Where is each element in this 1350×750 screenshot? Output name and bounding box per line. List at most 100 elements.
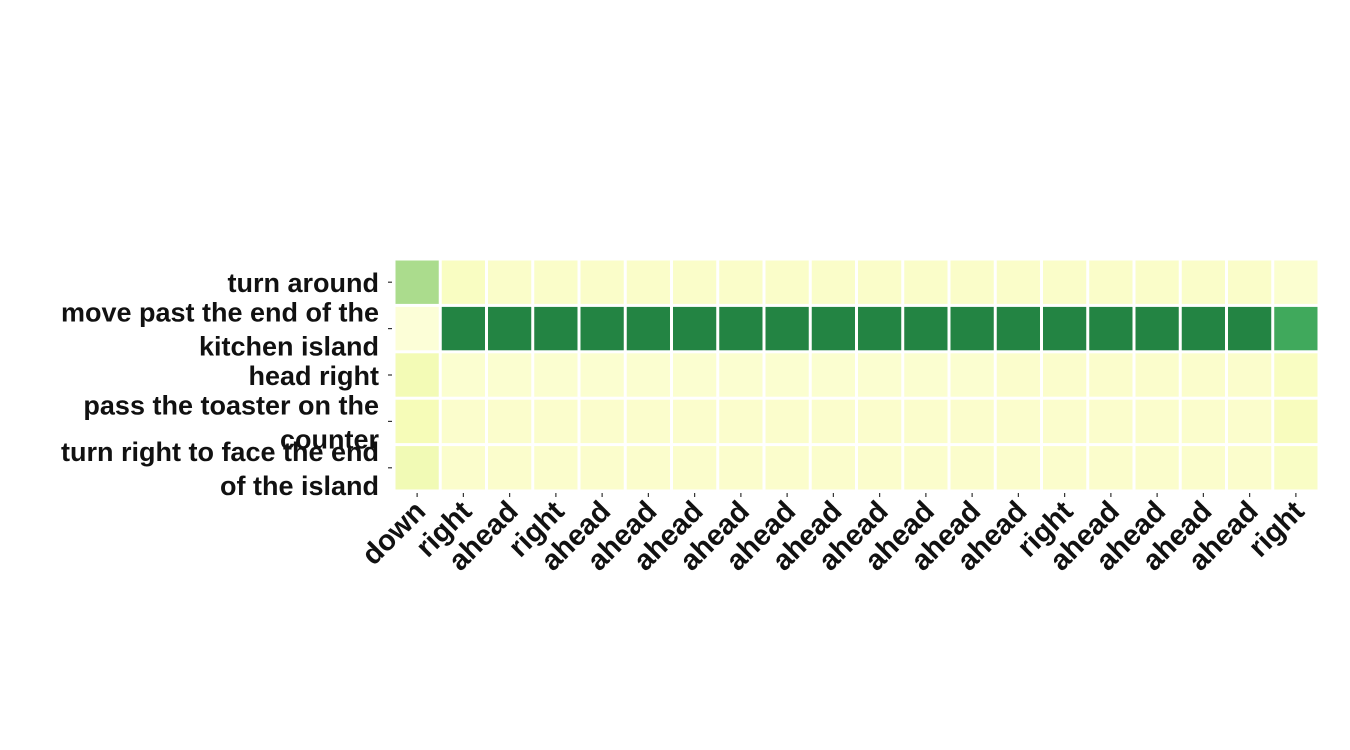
heatmap-cell-r4-c0 <box>395 446 439 490</box>
heatmap-cell-r0-c17 <box>1181 260 1225 304</box>
y-tick-label-0: turn around <box>228 268 379 298</box>
heatmap-cell-r0-c4 <box>580 260 624 304</box>
heatmap-cell-r4-c9 <box>811 446 855 490</box>
heatmap-cell-r1-c10 <box>858 306 902 351</box>
heatmap-cell-r2-c16 <box>1135 353 1179 397</box>
heatmap-cell-r3-c19 <box>1274 399 1318 444</box>
heatmap-cell-r0-c6 <box>673 260 717 304</box>
heatmap-cell-r0-c5 <box>626 260 670 304</box>
heatmap-cell-r3-c12 <box>950 399 994 444</box>
heatmap-cell-r0-c16 <box>1135 260 1179 304</box>
heatmap-cell-r1-c0 <box>395 306 439 351</box>
heatmap-cell-r4-c15 <box>1089 446 1133 490</box>
heatmap-cell-r4-c14 <box>1043 446 1087 490</box>
heatmap-cell-r0-c15 <box>1089 260 1133 304</box>
heatmap-cell-r2-c7 <box>719 353 763 397</box>
x-axis-labels: downrightaheadrightaheadaheadaheadaheada… <box>356 495 1311 577</box>
heatmap-cell-r1-c15 <box>1089 306 1133 351</box>
heatmap-cell-r4-c18 <box>1228 446 1272 490</box>
x-axis-ticks <box>416 493 1297 497</box>
heatmap-cell-r0-c11 <box>904 260 948 304</box>
heatmap-cell-r2-c18 <box>1228 353 1272 397</box>
heatmap-cell-r4-c19 <box>1274 446 1318 490</box>
heatmap-cell-r1-c8 <box>765 306 809 351</box>
heatmap-cell-r3-c6 <box>673 399 717 444</box>
heatmap-cell-r3-c10 <box>858 399 902 444</box>
x-tick-label-19: right <box>1243 495 1311 563</box>
heatmap-cell-r4-c2 <box>488 446 532 490</box>
heatmap-cell-r2-c0 <box>395 353 439 397</box>
heatmap-cell-r0-c19 <box>1274 260 1318 304</box>
heatmap-cell-r3-c15 <box>1089 399 1133 444</box>
heatmap-cell-r3-c5 <box>626 399 670 444</box>
heatmap-cell-r4-c1 <box>441 446 485 490</box>
heatmap-cell-r0-c18 <box>1228 260 1272 304</box>
heatmap-cell-r4-c6 <box>673 446 717 490</box>
heatmap-cell-r1-c6 <box>673 306 717 351</box>
heatmap-cell-r0-c8 <box>765 260 809 304</box>
heatmap-cell-r1-c4 <box>580 306 624 351</box>
heatmap-cell-r1-c3 <box>534 306 578 351</box>
heatmap-cell-r3-c4 <box>580 399 624 444</box>
heatmap-cell-r2-c4 <box>580 353 624 397</box>
heatmap-cell-r1-c18 <box>1228 306 1272 351</box>
heatmap-cell-r1-c1 <box>441 306 485 351</box>
heatmap-cell-r4-c4 <box>580 446 624 490</box>
heatmap-cell-r2-c13 <box>996 353 1040 397</box>
heatmap-cell-r4-c7 <box>719 446 763 490</box>
heatmap-cell-r2-c8 <box>765 353 809 397</box>
heatmap-cell-r2-c6 <box>673 353 717 397</box>
heatmap-cell-r1-c2 <box>488 306 532 351</box>
heatmap-cell-r1-c12 <box>950 306 994 351</box>
y-tick-label-1: move past the end of the kitchen island <box>61 298 379 362</box>
y-tick-label-line: counter <box>280 424 380 454</box>
heatmap-cell-r2-c19 <box>1274 353 1318 397</box>
heatmap-cell-r1-c14 <box>1043 306 1087 351</box>
heatmap-cell-r1-c13 <box>996 306 1040 351</box>
heatmap-cell-r2-c11 <box>904 353 948 397</box>
y-tick-label-line: kitchen island <box>199 332 379 362</box>
heatmap-cell-r2-c2 <box>488 353 532 397</box>
heatmap-cell-r2-c5 <box>626 353 670 397</box>
heatmap-cell-r3-c7 <box>719 399 763 444</box>
heatmap-cell-r1-c17 <box>1181 306 1225 351</box>
heatmap-cell-r0-c0 <box>395 260 439 304</box>
y-tick-label-line: move past the end of the <box>61 298 379 328</box>
heatmap-cell-r3-c18 <box>1228 399 1272 444</box>
heatmap-cell-r0-c9 <box>811 260 855 304</box>
heatmap-cell-r1-c16 <box>1135 306 1179 351</box>
heatmap-cell-r3-c2 <box>488 399 532 444</box>
y-tick-label-line: of the island <box>220 471 379 501</box>
heatmap-cell-r3-c16 <box>1135 399 1179 444</box>
heatmap-cell-r1-c19 <box>1274 306 1318 351</box>
heatmap-cell-r2-c1 <box>441 353 485 397</box>
heatmap-cell-r4-c16 <box>1135 446 1179 490</box>
heatmap-cell-r4-c12 <box>950 446 994 490</box>
heatmap-cell-r1-c9 <box>811 306 855 351</box>
y-tick-label-line: turn around <box>228 268 379 298</box>
heatmap-cell-r4-c11 <box>904 446 948 490</box>
heatmap-cell-r4-c13 <box>996 446 1040 490</box>
y-tick-label-line: head right <box>248 361 379 391</box>
heatmap-cell-r4-c8 <box>765 446 809 490</box>
heatmap-cell-r3-c1 <box>441 399 485 444</box>
heatmap-cell-r0-c1 <box>441 260 485 304</box>
heatmap-cell-r1-c5 <box>626 306 670 351</box>
heatmap-cell-r3-c8 <box>765 399 809 444</box>
y-tick-label-2: head right <box>248 361 379 391</box>
heatmap-cell-r0-c3 <box>534 260 578 304</box>
heatmap-cell-r0-c12 <box>950 260 994 304</box>
heatmap-cell-r3-c17 <box>1181 399 1225 444</box>
heatmap-cell-r3-c9 <box>811 399 855 444</box>
heatmap-cell-r0-c14 <box>1043 260 1087 304</box>
heatmap-cell-r0-c10 <box>858 260 902 304</box>
heatmap-cell-r4-c10 <box>858 446 902 490</box>
heatmap-cell-r1-c7 <box>719 306 763 351</box>
heatmap-cell-r2-c10 <box>858 353 902 397</box>
y-tick-label-line: turn right to face the end <box>61 437 379 467</box>
y-tick-label-4: turn right to face the end of the island <box>61 437 379 501</box>
heatmap-cell-r3-c14 <box>1043 399 1087 444</box>
